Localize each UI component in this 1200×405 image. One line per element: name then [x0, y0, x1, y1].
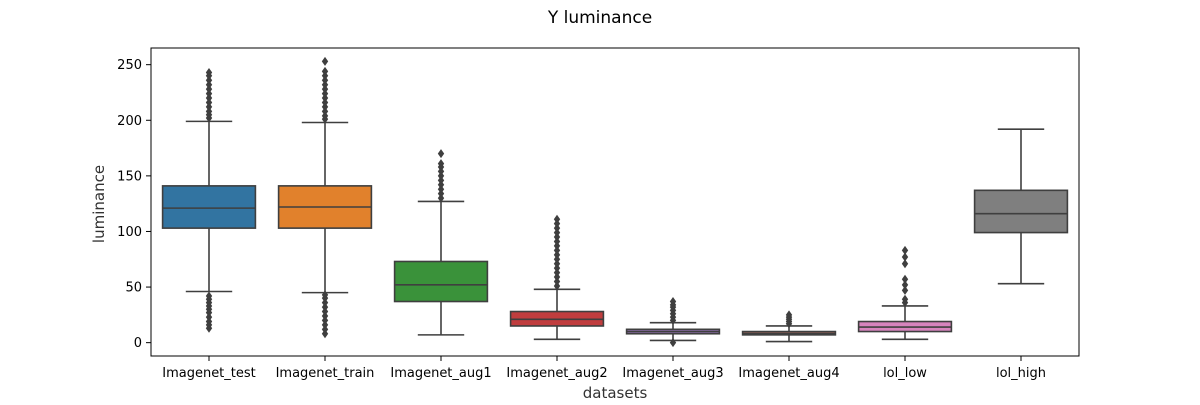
x-tick-label: Imagenet_aug2 — [506, 366, 607, 381]
box-outlier — [901, 285, 909, 295]
box-outlier — [901, 280, 909, 290]
box-iqr — [973, 189, 1069, 234]
box-outlier — [901, 259, 909, 269]
box-outlier — [321, 290, 329, 300]
box-outlier — [669, 338, 677, 348]
y-tick-label: 100 — [117, 225, 142, 240]
box-outlier — [205, 67, 213, 77]
x-tick-label: lol_high — [996, 366, 1046, 381]
x-tick-label: Imagenet_train — [276, 366, 375, 381]
y-tick-label: 250 — [117, 58, 142, 73]
y-tick-label: 200 — [117, 114, 142, 129]
box-outlier — [321, 66, 329, 76]
box-outlier — [205, 291, 213, 301]
y-axis-label: luminance — [90, 165, 108, 243]
x-axis-label: datasets — [583, 384, 648, 400]
box-outlier — [901, 252, 909, 262]
box-outlier — [437, 149, 445, 159]
box-outlier — [669, 297, 677, 307]
box-outlier — [901, 274, 909, 284]
box-iqr — [393, 260, 489, 303]
box-outlier — [437, 159, 445, 169]
x-tick-label: Imagenet_aug3 — [622, 366, 723, 381]
box-outlier — [785, 310, 793, 320]
box-outlier — [321, 56, 329, 66]
box-outlier — [901, 294, 909, 304]
x-tick-label: Imagenet_aug4 — [738, 366, 839, 381]
plot-frame — [150, 47, 1080, 357]
y-tick-label: 150 — [117, 169, 142, 184]
y-tick-label: 50 — [125, 281, 142, 296]
box-outlier — [553, 214, 561, 224]
chart-title: Y luminance — [547, 8, 652, 28]
x-tick-label: Imagenet_aug1 — [390, 366, 491, 381]
x-tick-label: lol_low — [883, 366, 927, 381]
x-tick-label: Imagenet_test — [162, 366, 256, 381]
y-tick-label: 0 — [134, 336, 142, 351]
box-iqr — [161, 185, 257, 229]
plot-area: 0 50 100 150 200 250 Imagenet_test Imagenet_tra… — [117, 47, 1080, 381]
box-outlier — [901, 245, 909, 255]
